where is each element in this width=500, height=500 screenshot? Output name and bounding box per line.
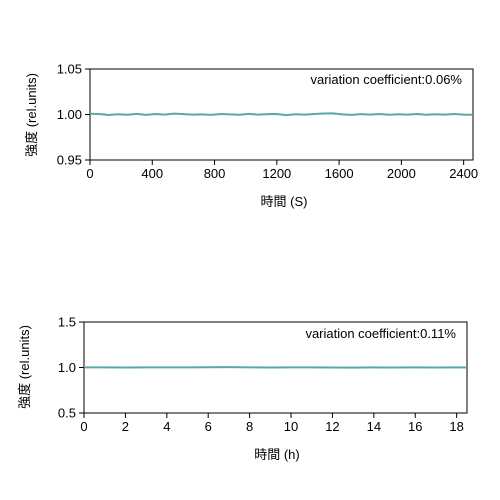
series-group xyxy=(89,112,474,117)
x-tick-label: 8 xyxy=(246,419,253,434)
x-tick-label: 10 xyxy=(284,419,298,434)
x-tick-label: 6 xyxy=(205,419,212,434)
axis-ticks: 0 400 800 1200 1600 2000 2400 0.95 1.00 1.05 xyxy=(57,62,478,182)
chart-time-seconds: 0 400 800 1200 1600 2000 2400 0.95 1.00 1.05 vari… xyxy=(24,62,478,210)
y-tick-label: 0.5 xyxy=(58,406,76,421)
x-tick-label: 0 xyxy=(80,419,87,434)
x-axis-label: 時間 (S) xyxy=(261,194,308,209)
y-tick-label: 1.00 xyxy=(57,107,82,122)
x-tick-label: 1600 xyxy=(325,166,354,181)
x-tick-label: 4 xyxy=(163,419,170,434)
y-axis-label: 強度 (rel.units) xyxy=(17,325,32,409)
chart-time-hours: 0 2 4 6 8 10 12 14 16 18 0.5 1.0 1.5 variation coeff… xyxy=(17,315,468,462)
axis-ticks: 0 2 4 6 8 10 12 14 16 18 0.5 1.0 1.5 xyxy=(58,315,464,435)
y-tick-label: 0.95 xyxy=(57,153,82,168)
y-tick-label: 1.05 xyxy=(57,62,82,77)
annotation-text: variation coefficient:0.11% xyxy=(305,326,456,341)
x-tick-label: 0 xyxy=(86,166,93,181)
x-tick-label: 400 xyxy=(141,166,163,181)
x-tick-label: 2400 xyxy=(449,166,478,181)
y-tick-label: 1.5 xyxy=(58,315,76,330)
x-tick-label: 12 xyxy=(325,419,339,434)
x-tick-label: 1200 xyxy=(262,166,291,181)
annotation-text: variation coefficient:0.06% xyxy=(310,72,462,87)
series-line xyxy=(89,112,474,117)
x-tick-label: 2000 xyxy=(387,166,416,181)
x-tick-label: 2 xyxy=(122,419,129,434)
y-axis-label: 強度 (rel.units) xyxy=(24,73,39,157)
x-axis-label: 時間 (h) xyxy=(254,447,300,462)
x-tick-label: 18 xyxy=(449,419,463,434)
x-tick-label: 14 xyxy=(367,419,381,434)
x-tick-label: 800 xyxy=(204,166,226,181)
y-tick-label: 1.0 xyxy=(58,360,76,375)
x-tick-label: 16 xyxy=(408,419,422,434)
